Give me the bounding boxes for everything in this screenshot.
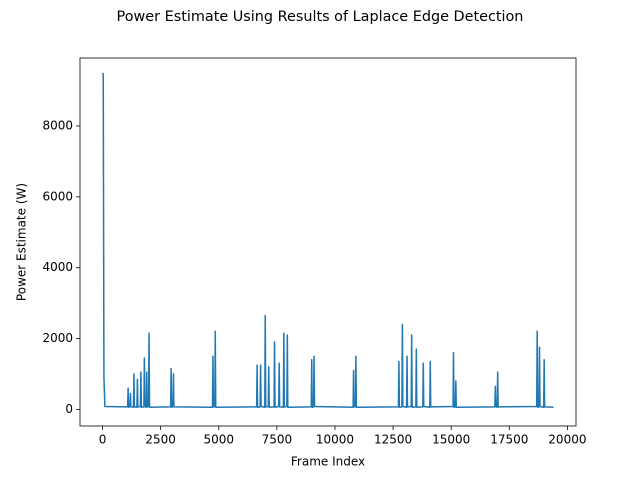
axes-frame [79,57,577,427]
x-tick-label: 15000 [432,433,470,447]
y-tick-label: 2000 [42,331,73,345]
data-line [101,72,554,408]
x-tick-label: 10000 [316,433,354,447]
x-tick-label: 2500 [145,433,176,447]
y-axis-label: Power Estimate (W) [15,183,29,301]
x-tick-label: 5000 [203,433,234,447]
chart-title: Power Estimate Using Results of Laplace … [117,9,524,25]
x-axis-label: Frame Index [291,455,365,469]
y-tick-label: 4000 [42,260,73,274]
y-tick-label: 0 [65,402,73,416]
x-tick-label: 20000 [548,433,586,447]
x-tick-label: 12500 [374,433,412,447]
x-tick-label: 0 [99,433,107,447]
y-tick-label: 6000 [42,189,73,203]
x-tick-label: 7500 [262,433,293,447]
x-tick-label: 17500 [490,433,528,447]
y-tick-label: 8000 [42,119,73,133]
